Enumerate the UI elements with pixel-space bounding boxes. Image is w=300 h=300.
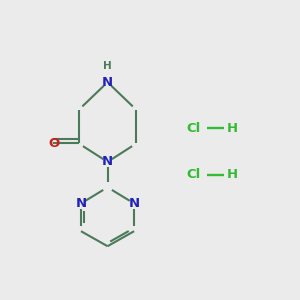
- Text: H: H: [103, 61, 112, 71]
- Text: N: N: [75, 197, 86, 210]
- Text: O: O: [49, 137, 60, 150]
- Text: N: N: [102, 155, 113, 168]
- Text: Cl: Cl: [186, 122, 200, 135]
- Text: N: N: [129, 197, 140, 210]
- Text: H: H: [227, 122, 238, 135]
- Text: H: H: [227, 168, 238, 181]
- Text: Cl: Cl: [186, 168, 200, 181]
- Text: N: N: [102, 76, 113, 89]
